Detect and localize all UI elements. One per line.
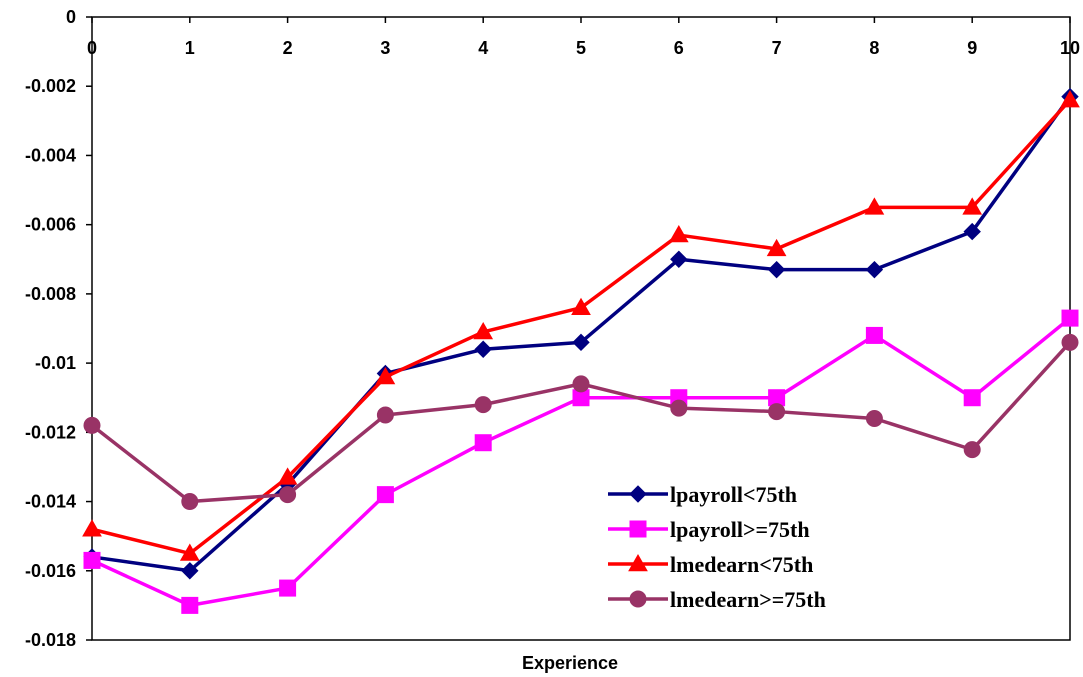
series-line <box>91 98 1072 556</box>
data-point-square <box>1061 309 1079 327</box>
data-point-circle <box>1061 333 1079 351</box>
legend-label: lpayroll<75th <box>670 482 797 507</box>
plot-area-border <box>91 16 1071 641</box>
data-point-triangle <box>668 225 689 243</box>
x-tick-label: 3 <box>380 38 390 58</box>
y-tick-label: -0.012 <box>25 422 76 442</box>
data-point-circle <box>572 375 590 393</box>
legend-marker-diamond <box>629 485 647 503</box>
x-tick-label: 9 <box>967 38 977 58</box>
data-point-triangle <box>82 519 102 537</box>
data-point-diamond <box>181 562 199 580</box>
data-point-diamond <box>670 250 688 268</box>
data-point-triangle <box>766 238 787 257</box>
y-tick-label: -0.018 <box>25 630 76 650</box>
data-point-triangle <box>1060 90 1080 108</box>
data-point-square <box>963 389 981 407</box>
data-point-triangle <box>179 543 200 561</box>
x-tick-label: 10 <box>1060 38 1080 58</box>
x-tick-label: 6 <box>674 38 684 58</box>
data-point-circle <box>279 486 297 504</box>
series-1 <box>83 87 1079 580</box>
data-point-square <box>181 596 199 614</box>
x-tick-label: 2 <box>283 38 293 58</box>
x-tick-label: 8 <box>869 38 879 58</box>
data-point-triangle <box>864 197 885 215</box>
data-point-circle <box>474 396 492 414</box>
x-tick-label: 1 <box>185 38 195 58</box>
x-tick-label: 7 <box>772 38 782 58</box>
x-axis-title: Experience <box>522 653 618 673</box>
legend-label: lmedearn<75th <box>670 552 813 577</box>
legend-label: lpayroll>=75th <box>670 517 810 542</box>
data-point-circle <box>963 441 981 459</box>
legend-item: lmedearn<75th <box>608 552 813 577</box>
legend-marker-circle <box>629 590 647 608</box>
y-tick-label: -0.016 <box>25 561 76 581</box>
legend-marker-square <box>629 520 647 538</box>
data-point-diamond <box>767 260 786 279</box>
data-point-diamond <box>963 222 981 241</box>
data-point-circle <box>83 416 101 434</box>
legend-item: lmedearn>=75th <box>608 587 826 612</box>
data-point-square <box>279 579 297 597</box>
x-tick-label: 5 <box>576 38 586 58</box>
legend-item: lpayroll<75th <box>608 482 797 507</box>
data-point-square <box>376 486 394 504</box>
y-tick-label: 0 <box>66 7 76 27</box>
y-tick-label: -0.008 <box>25 284 76 304</box>
data-point-triangle <box>473 321 494 340</box>
data-point-diamond <box>865 260 884 279</box>
x-tick-label: 4 <box>478 38 488 58</box>
x-tick-label: 0 <box>87 38 97 58</box>
data-point-triangle <box>277 467 298 485</box>
data-point-circle <box>376 406 394 424</box>
y-tick-label: -0.004 <box>25 145 76 165</box>
data-point-triangle <box>962 197 983 215</box>
y-tick-label: -0.01 <box>35 353 76 373</box>
data-point-circle <box>865 409 883 427</box>
series-4 <box>83 333 1079 511</box>
data-point-triangle <box>375 366 396 385</box>
data-point-square <box>865 326 883 344</box>
data-point-diamond <box>572 333 590 352</box>
y-tick-label: -0.014 <box>25 492 76 512</box>
data-point-circle <box>768 403 786 421</box>
data-point-triangle <box>571 297 591 315</box>
legend-label: lmedearn>=75th <box>670 587 826 612</box>
data-point-diamond <box>474 340 492 358</box>
data-point-circle <box>181 493 199 511</box>
data-point-square <box>474 434 492 452</box>
data-point-square <box>83 551 101 569</box>
y-tick-label: -0.006 <box>25 215 76 235</box>
series-line <box>91 316 1072 608</box>
y-tick-label: -0.002 <box>25 76 76 96</box>
data-point-circle <box>670 399 688 417</box>
legend-marker-triangle <box>628 553 648 572</box>
series-2 <box>83 309 1079 614</box>
series-3 <box>82 90 1080 561</box>
legend-item: lpayroll>=75th <box>608 517 810 542</box>
